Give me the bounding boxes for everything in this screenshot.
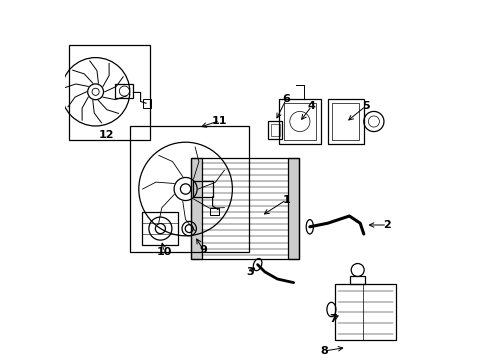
Bar [116, 84, 133, 98]
Bar [335, 284, 396, 340]
Bar [143, 212, 178, 245]
Text: 3: 3 [246, 267, 254, 277]
Text: 7: 7 [329, 314, 337, 324]
Bar [328, 99, 364, 144]
Text: 8: 8 [320, 346, 328, 356]
Bar [332, 103, 360, 140]
Bar [279, 99, 320, 144]
Bar [130, 126, 248, 252]
Bar [144, 99, 151, 108]
Bar [269, 121, 282, 139]
Text: 12: 12 [98, 130, 114, 140]
Text: 1: 1 [283, 195, 290, 205]
Text: 10: 10 [156, 247, 172, 257]
Bar [288, 158, 299, 259]
Bar [191, 158, 202, 259]
Text: 5: 5 [362, 101, 369, 111]
Text: 11: 11 [212, 116, 227, 126]
Text: 2: 2 [383, 220, 391, 230]
Text: 4: 4 [308, 101, 316, 111]
Bar [271, 124, 280, 136]
Bar [284, 103, 316, 140]
Bar [210, 208, 219, 215]
Bar [193, 181, 213, 197]
Bar [350, 276, 365, 284]
Text: 6: 6 [282, 94, 291, 104]
Bar [69, 45, 149, 140]
Text: 9: 9 [199, 245, 208, 255]
Bar [191, 158, 299, 259]
